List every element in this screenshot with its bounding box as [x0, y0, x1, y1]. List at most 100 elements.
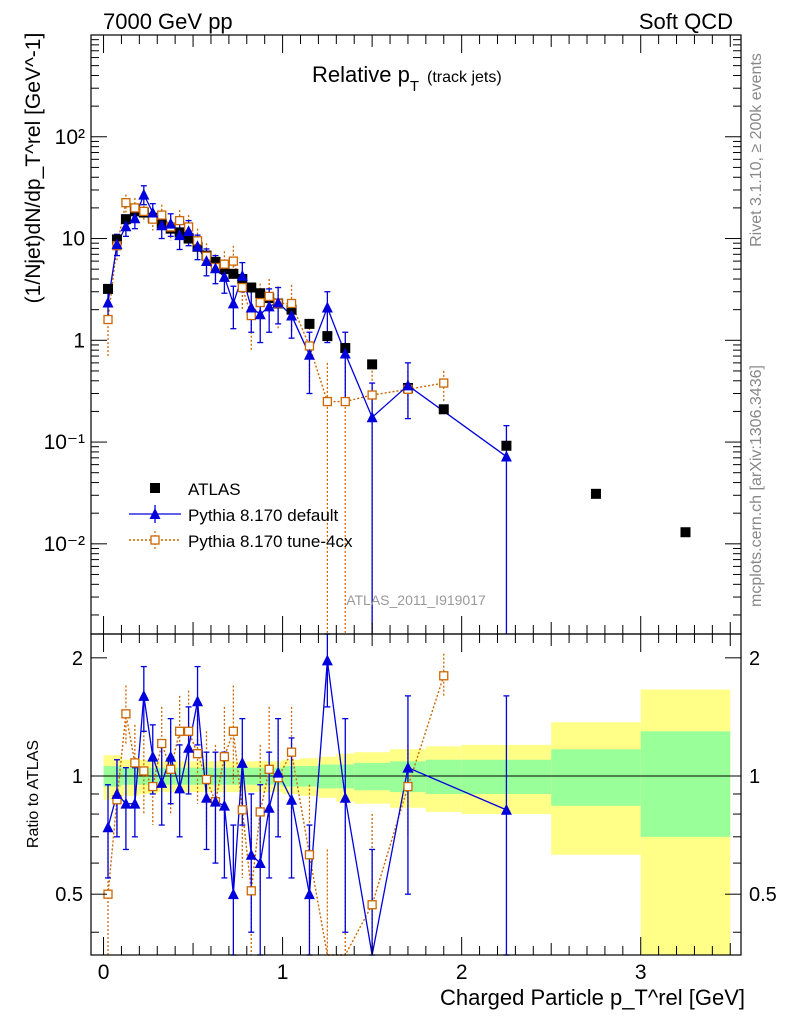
- legend-tune4cx-marker: [150, 535, 160, 545]
- default-point: [209, 262, 221, 274]
- tune4cx-point: [322, 396, 333, 407]
- default-ratio-point: [138, 689, 150, 701]
- default-point: [402, 379, 414, 391]
- atlas-data-point: [322, 331, 333, 342]
- atlas-data-point: [120, 214, 131, 225]
- legend: ATLAS Pythia 8.170 default Pythia 8.170 tu…: [129, 480, 353, 551]
- default-point: [286, 309, 298, 321]
- default-ratio-point: [209, 795, 221, 807]
- tune4cx-point: [340, 396, 350, 407]
- ratio-y-tick-label: 0.5: [55, 884, 83, 906]
- default-point: [200, 255, 212, 267]
- tune4cx-ratio-point: [157, 738, 167, 749]
- default-point: [138, 188, 150, 200]
- atlas-data-point: [103, 283, 114, 294]
- default-ratio-point: [286, 793, 298, 805]
- atlas-data-point: [304, 318, 315, 329]
- atlas-data-point: [219, 264, 230, 275]
- ratio-y-tick-label-right: 0.5: [749, 884, 777, 906]
- tune4cx-point: [157, 210, 167, 220]
- atlas-data-point: [680, 527, 691, 538]
- ratio-stat-band: [354, 762, 391, 791]
- axis-ticks: [91, 35, 741, 955]
- tune4cx-point: [103, 314, 113, 325]
- default-ratio-point: [165, 750, 177, 762]
- tune4cx-point: [367, 390, 377, 400]
- tune4cx-ratio-point: [439, 671, 449, 681]
- tune4cx-ratio-point: [139, 766, 149, 776]
- y-axis-label: (1/Njet)dN/dp_T^rel [GeV^-1]: [22, 33, 45, 304]
- plot-title: Relative pT (track jets): [312, 62, 502, 95]
- default-point: [303, 348, 315, 360]
- default-ratio-point: [156, 777, 168, 788]
- default-point: [147, 206, 159, 218]
- default-ratio-point: [218, 799, 230, 811]
- default-point: [156, 219, 168, 231]
- atlas-data-point: [438, 404, 449, 415]
- tune4cx-ratio-point: [264, 764, 274, 774]
- tune4cx-point: [264, 291, 274, 302]
- x-tick-label: 2: [456, 961, 468, 984]
- default-point: [111, 238, 123, 250]
- tune4cx-point: [255, 297, 265, 308]
- default-ratio-point: [102, 821, 114, 833]
- tune4cx-point: [228, 256, 239, 266]
- ratio-y-axis-label: Ratio to ATLAS: [25, 740, 42, 848]
- analysis-label: ATLAS_2011_I919017: [346, 592, 486, 608]
- default-point: [192, 240, 204, 252]
- ratio-y-tick-label-right: 1: [749, 766, 760, 788]
- default-ratio-point: [263, 801, 275, 813]
- tune4cx-ratio-point: [304, 850, 315, 860]
- tune4cx-ratio-point: [174, 726, 185, 736]
- ratio-y-tick-label-right: 2: [749, 648, 760, 670]
- x-tick-label: 0: [98, 961, 110, 984]
- atlas-data-point: [255, 288, 266, 299]
- atlas-data-point: [246, 282, 257, 293]
- tune4cx-point: [174, 215, 185, 226]
- atlas-data-point: [183, 233, 194, 244]
- default-ratio-point: [254, 857, 266, 869]
- default-point: [120, 220, 132, 232]
- legend-label: Pythia 8.170 tune-4cx: [188, 532, 353, 551]
- plot-title-subscript: T: [410, 78, 419, 95]
- default-ratio-point: [120, 797, 132, 809]
- tune4cx-ratio-point: [121, 709, 131, 719]
- tune4cx-ratio-point: [403, 781, 413, 792]
- atlas-data-point: [367, 359, 378, 370]
- default-point: [254, 308, 266, 320]
- default-ratio-point: [272, 766, 284, 778]
- tune4cx-ratio-point: [255, 807, 265, 817]
- y-tick-label: 10²: [55, 126, 85, 149]
- atlas-data-point: [210, 256, 221, 267]
- y-tick-label: 10⁻¹: [44, 431, 85, 454]
- ratio-stat-band: [640, 731, 731, 837]
- tune4cx-ratio-point: [286, 747, 297, 757]
- tune4cx-point: [130, 203, 140, 213]
- default-point: [129, 212, 141, 224]
- tune4cx-ratio-point: [228, 726, 239, 736]
- tune4cx-ratio-point: [201, 774, 212, 785]
- atlas-data-point: [501, 440, 512, 451]
- default-point: [236, 269, 248, 281]
- atlas-data-point: [228, 268, 239, 279]
- default-ratio-point: [174, 782, 186, 794]
- default-point: [227, 297, 239, 309]
- default-point: [102, 296, 114, 308]
- y-tick-label: 10: [62, 228, 85, 251]
- x-tick-label: 1: [277, 961, 289, 984]
- rivet-label: Rivet 3.1.10, ≥ 200k events: [748, 53, 765, 247]
- default-ratio-point: [500, 803, 512, 815]
- default-ratio-point: [192, 695, 204, 707]
- default-point: [339, 347, 351, 359]
- tune4cx-ratio-point: [166, 764, 176, 774]
- default-ratio-point: [303, 888, 315, 900]
- tune4cx-point: [246, 310, 256, 321]
- x-tick-label: 3: [635, 961, 647, 984]
- tune4cx-ratio-point: [367, 900, 377, 910]
- atlas-data-point: [590, 488, 601, 499]
- default-ratio-point: [245, 848, 257, 860]
- tune4cx-point: [237, 282, 247, 293]
- plot-title-note: (track jets): [427, 69, 502, 86]
- default-ratio-point: [129, 797, 141, 809]
